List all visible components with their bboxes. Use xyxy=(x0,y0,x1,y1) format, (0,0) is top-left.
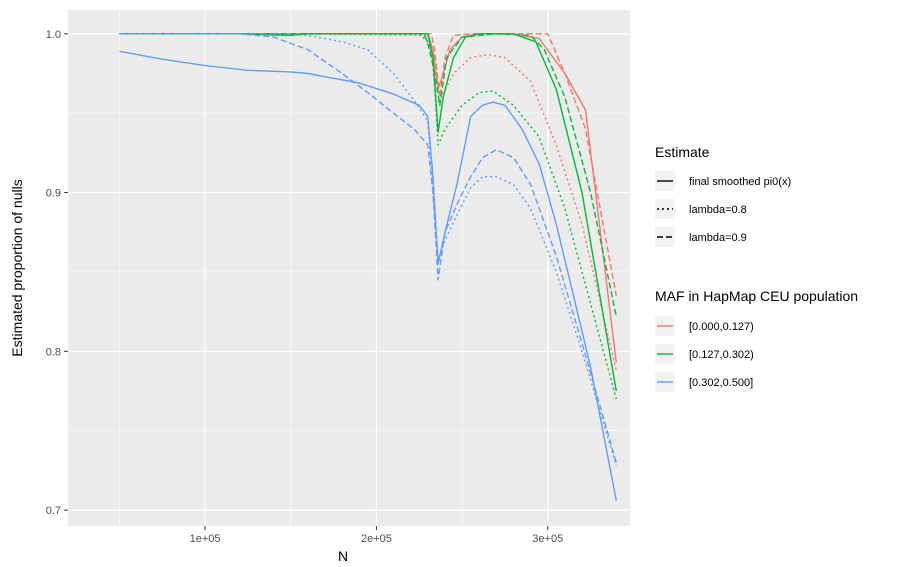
legend-maf-label: [0.000,0.127) xyxy=(689,321,754,333)
y-tick-label: 0.8 xyxy=(46,346,61,358)
y-tick-label: 0.7 xyxy=(46,505,61,517)
legend-estimate-title: Estimate xyxy=(655,144,710,160)
x-axis: 1e+05 2e+05 3e+05 xyxy=(190,526,563,545)
legend-maf: MAF in HapMap CEU population [0.000,0.12… xyxy=(655,288,858,392)
series-line xyxy=(119,33,617,392)
legend-key xyxy=(655,199,675,219)
y-axis-title: Estimated proportion of nulls xyxy=(9,179,25,356)
legend-estimate-label: lambda=0.9 xyxy=(689,232,747,244)
grid-minor xyxy=(68,10,630,526)
legend-maf-title: MAF in HapMap CEU population xyxy=(655,288,858,304)
series-lines xyxy=(119,33,617,501)
y-axis: 0.7 0.8 0.9 1.0 xyxy=(46,29,68,517)
legend-estimate-label: final smoothed pi0(x) xyxy=(689,176,791,188)
series-line xyxy=(119,33,617,317)
legend-estimate: Estimate final smoothed pi0(x) lambda=0.8… xyxy=(655,144,791,247)
legend-key xyxy=(655,227,675,247)
series-line xyxy=(119,50,617,501)
legend-estimate-label: lambda=0.8 xyxy=(689,204,747,216)
y-tick-label: 0.9 xyxy=(46,188,61,200)
plot-panel xyxy=(68,10,630,526)
y-tick-label: 1.0 xyxy=(46,29,61,41)
x-tick-label: 2e+05 xyxy=(361,533,392,545)
x-axis-title: N xyxy=(338,548,348,564)
x-tick-label: 1e+05 xyxy=(190,533,221,545)
legend-maf-label: [0.302,0.500] xyxy=(689,377,753,389)
series-line xyxy=(119,33,617,463)
series-line xyxy=(119,33,617,296)
legend-maf-label: [0.127,0.302) xyxy=(689,349,754,361)
x-tick-label: 3e+05 xyxy=(532,533,563,545)
